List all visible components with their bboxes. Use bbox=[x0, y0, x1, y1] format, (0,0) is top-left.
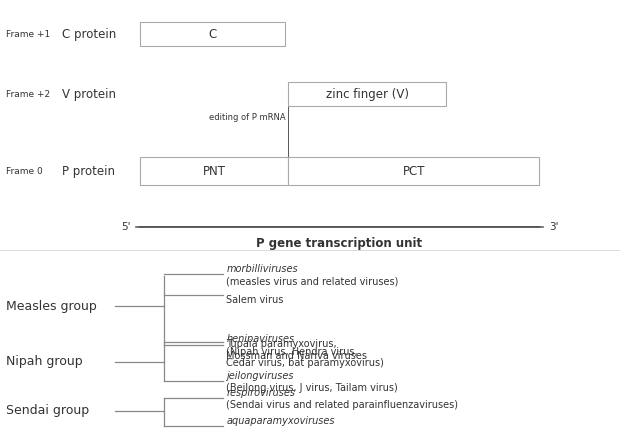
Text: (measles virus and related viruses): (measles virus and related viruses) bbox=[226, 276, 399, 286]
FancyBboxPatch shape bbox=[140, 157, 288, 185]
FancyBboxPatch shape bbox=[288, 82, 446, 106]
Text: Measles group: Measles group bbox=[6, 300, 97, 312]
Text: Sendai group: Sendai group bbox=[6, 404, 89, 417]
Text: 5': 5' bbox=[121, 222, 130, 232]
Text: jeilongviruses: jeilongviruses bbox=[226, 371, 294, 381]
Text: (Sendai virus and related parainfluenzaviruses): (Sendai virus and related parainfluenzav… bbox=[226, 400, 458, 410]
Text: Nipah group: Nipah group bbox=[6, 355, 83, 368]
FancyBboxPatch shape bbox=[288, 157, 539, 185]
Text: respiroviruses: respiroviruses bbox=[226, 388, 295, 398]
Text: zinc finger (V): zinc finger (V) bbox=[326, 88, 409, 101]
FancyBboxPatch shape bbox=[140, 22, 285, 46]
Text: 3': 3' bbox=[549, 222, 558, 232]
Text: henipaviruses: henipaviruses bbox=[226, 334, 294, 345]
Text: Frame 0: Frame 0 bbox=[6, 166, 43, 176]
Text: C protein: C protein bbox=[62, 28, 117, 41]
Text: Salem virus: Salem virus bbox=[226, 295, 284, 305]
Text: P gene transcription unit: P gene transcription unit bbox=[257, 238, 422, 250]
Text: V protein: V protein bbox=[62, 88, 116, 101]
Text: (Beilong virus, J virus, Tailam virus): (Beilong virus, J virus, Tailam virus) bbox=[226, 383, 398, 392]
Text: Frame +2: Frame +2 bbox=[6, 89, 50, 99]
Text: Tupaia paramyxovirus,
Mossman and Nariva viruses: Tupaia paramyxovirus, Mossman and Nariva… bbox=[226, 339, 367, 361]
Text: (Nipah virus, Hendra virus,
Cedar virus, bat paramyxovirus): (Nipah virus, Hendra virus, Cedar virus,… bbox=[226, 347, 384, 368]
Text: P protein: P protein bbox=[62, 165, 115, 178]
Text: aquaparamyxoviruses: aquaparamyxoviruses bbox=[226, 416, 335, 426]
Text: C: C bbox=[208, 28, 216, 41]
Text: PCT: PCT bbox=[402, 165, 425, 178]
Text: Frame +1: Frame +1 bbox=[6, 30, 50, 39]
Text: PNT: PNT bbox=[202, 165, 226, 178]
Text: morbilliviruses: morbilliviruses bbox=[226, 264, 298, 274]
Text: editing of P mRNA: editing of P mRNA bbox=[208, 113, 285, 122]
